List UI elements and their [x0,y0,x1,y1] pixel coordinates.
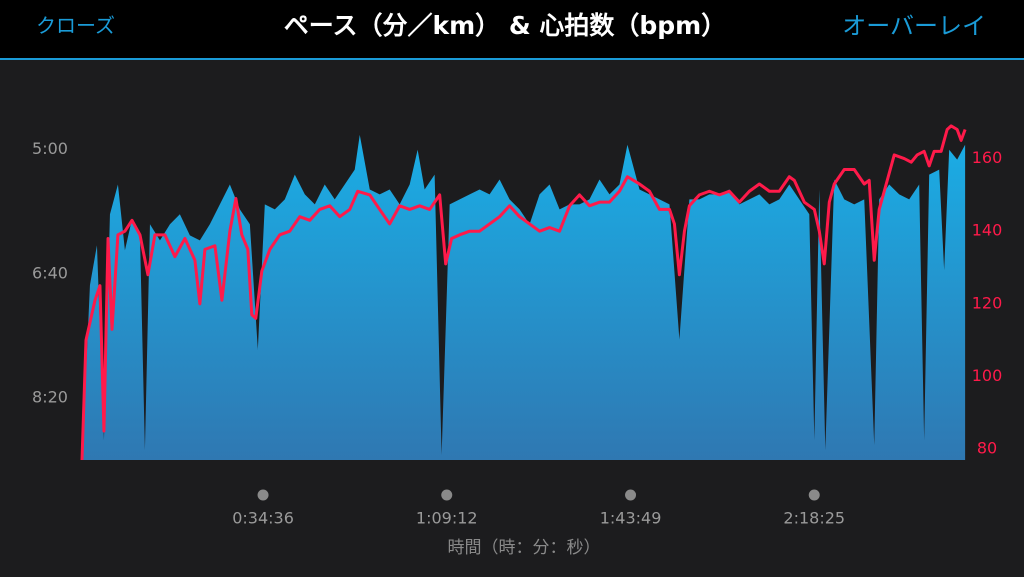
pace-area [82,134,966,460]
chart-title: ペース（分／km） & 心拍数（bpm） [284,11,726,40]
x-tick-label: 2:18:25 [783,509,845,528]
header-bar [0,0,1024,58]
close-button[interactable]: クローズ [36,14,115,38]
x-tick-label: 1:09:12 [416,509,478,528]
y2-tick-label: 120 [972,293,1003,312]
x-tick-dot [441,489,453,501]
y2-tick-label: 80 [977,439,997,458]
y-tick-label: 6:40 [32,263,68,282]
x-tick-dot [625,489,637,501]
y-tick-label: 8:20 [32,387,68,406]
y-tick-label: 5:00 [32,139,68,158]
y2-tick-label: 160 [972,148,1003,167]
x-tick-label: 1:43:49 [600,509,662,528]
overlay-button[interactable]: オーバーレイ [842,12,986,40]
x-tick-dot [808,489,820,501]
header-divider [0,58,1024,60]
y2-tick-label: 100 [972,366,1003,385]
x-tick-label: 0:34:36 [232,509,294,528]
x-axis-title: 時間（時：分：秒） [448,538,601,558]
x-tick-dot [257,489,269,501]
y2-tick-label: 140 [972,221,1003,240]
heart-rate-line [80,124,967,461]
